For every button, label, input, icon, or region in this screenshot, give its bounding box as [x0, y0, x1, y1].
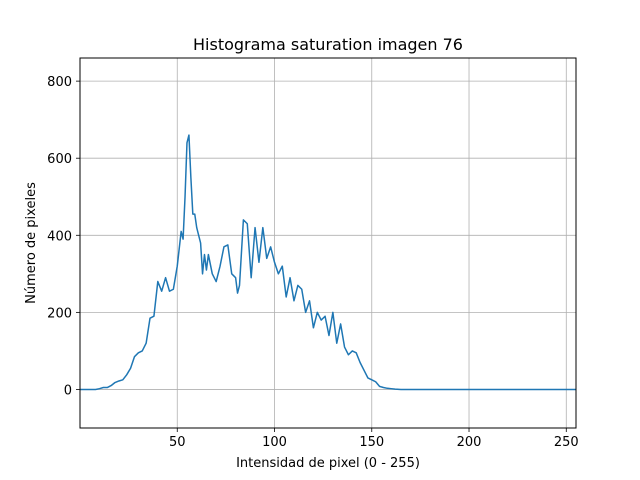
x-tick-label: 200 [457, 435, 482, 450]
chart-title: Histograma saturation imagen 76 [193, 35, 463, 54]
y-tick-label: 200 [47, 306, 72, 321]
y-tick-label: 800 [47, 75, 72, 90]
ticks-layer: 50 100 150 200 250 0 200 400 600 800 [47, 75, 579, 450]
x-tick-label: 50 [169, 435, 186, 450]
series-line [80, 134, 576, 391]
x-tick-label: 100 [262, 435, 287, 450]
plot-frame [79, 57, 577, 429]
y-tick-label: 0 [64, 383, 72, 398]
y-tick-label: 400 [47, 229, 72, 244]
x-axis-label: Intensidad de pixel (0 - 255) [236, 456, 420, 471]
y-tick-label: 600 [47, 152, 72, 167]
grid-layer [80, 58, 576, 428]
x-tick-label: 150 [359, 435, 384, 450]
x-tick-label: 250 [554, 435, 579, 450]
series-layer [80, 134, 576, 391]
y-axis-label: Número de pixeles [24, 182, 39, 304]
